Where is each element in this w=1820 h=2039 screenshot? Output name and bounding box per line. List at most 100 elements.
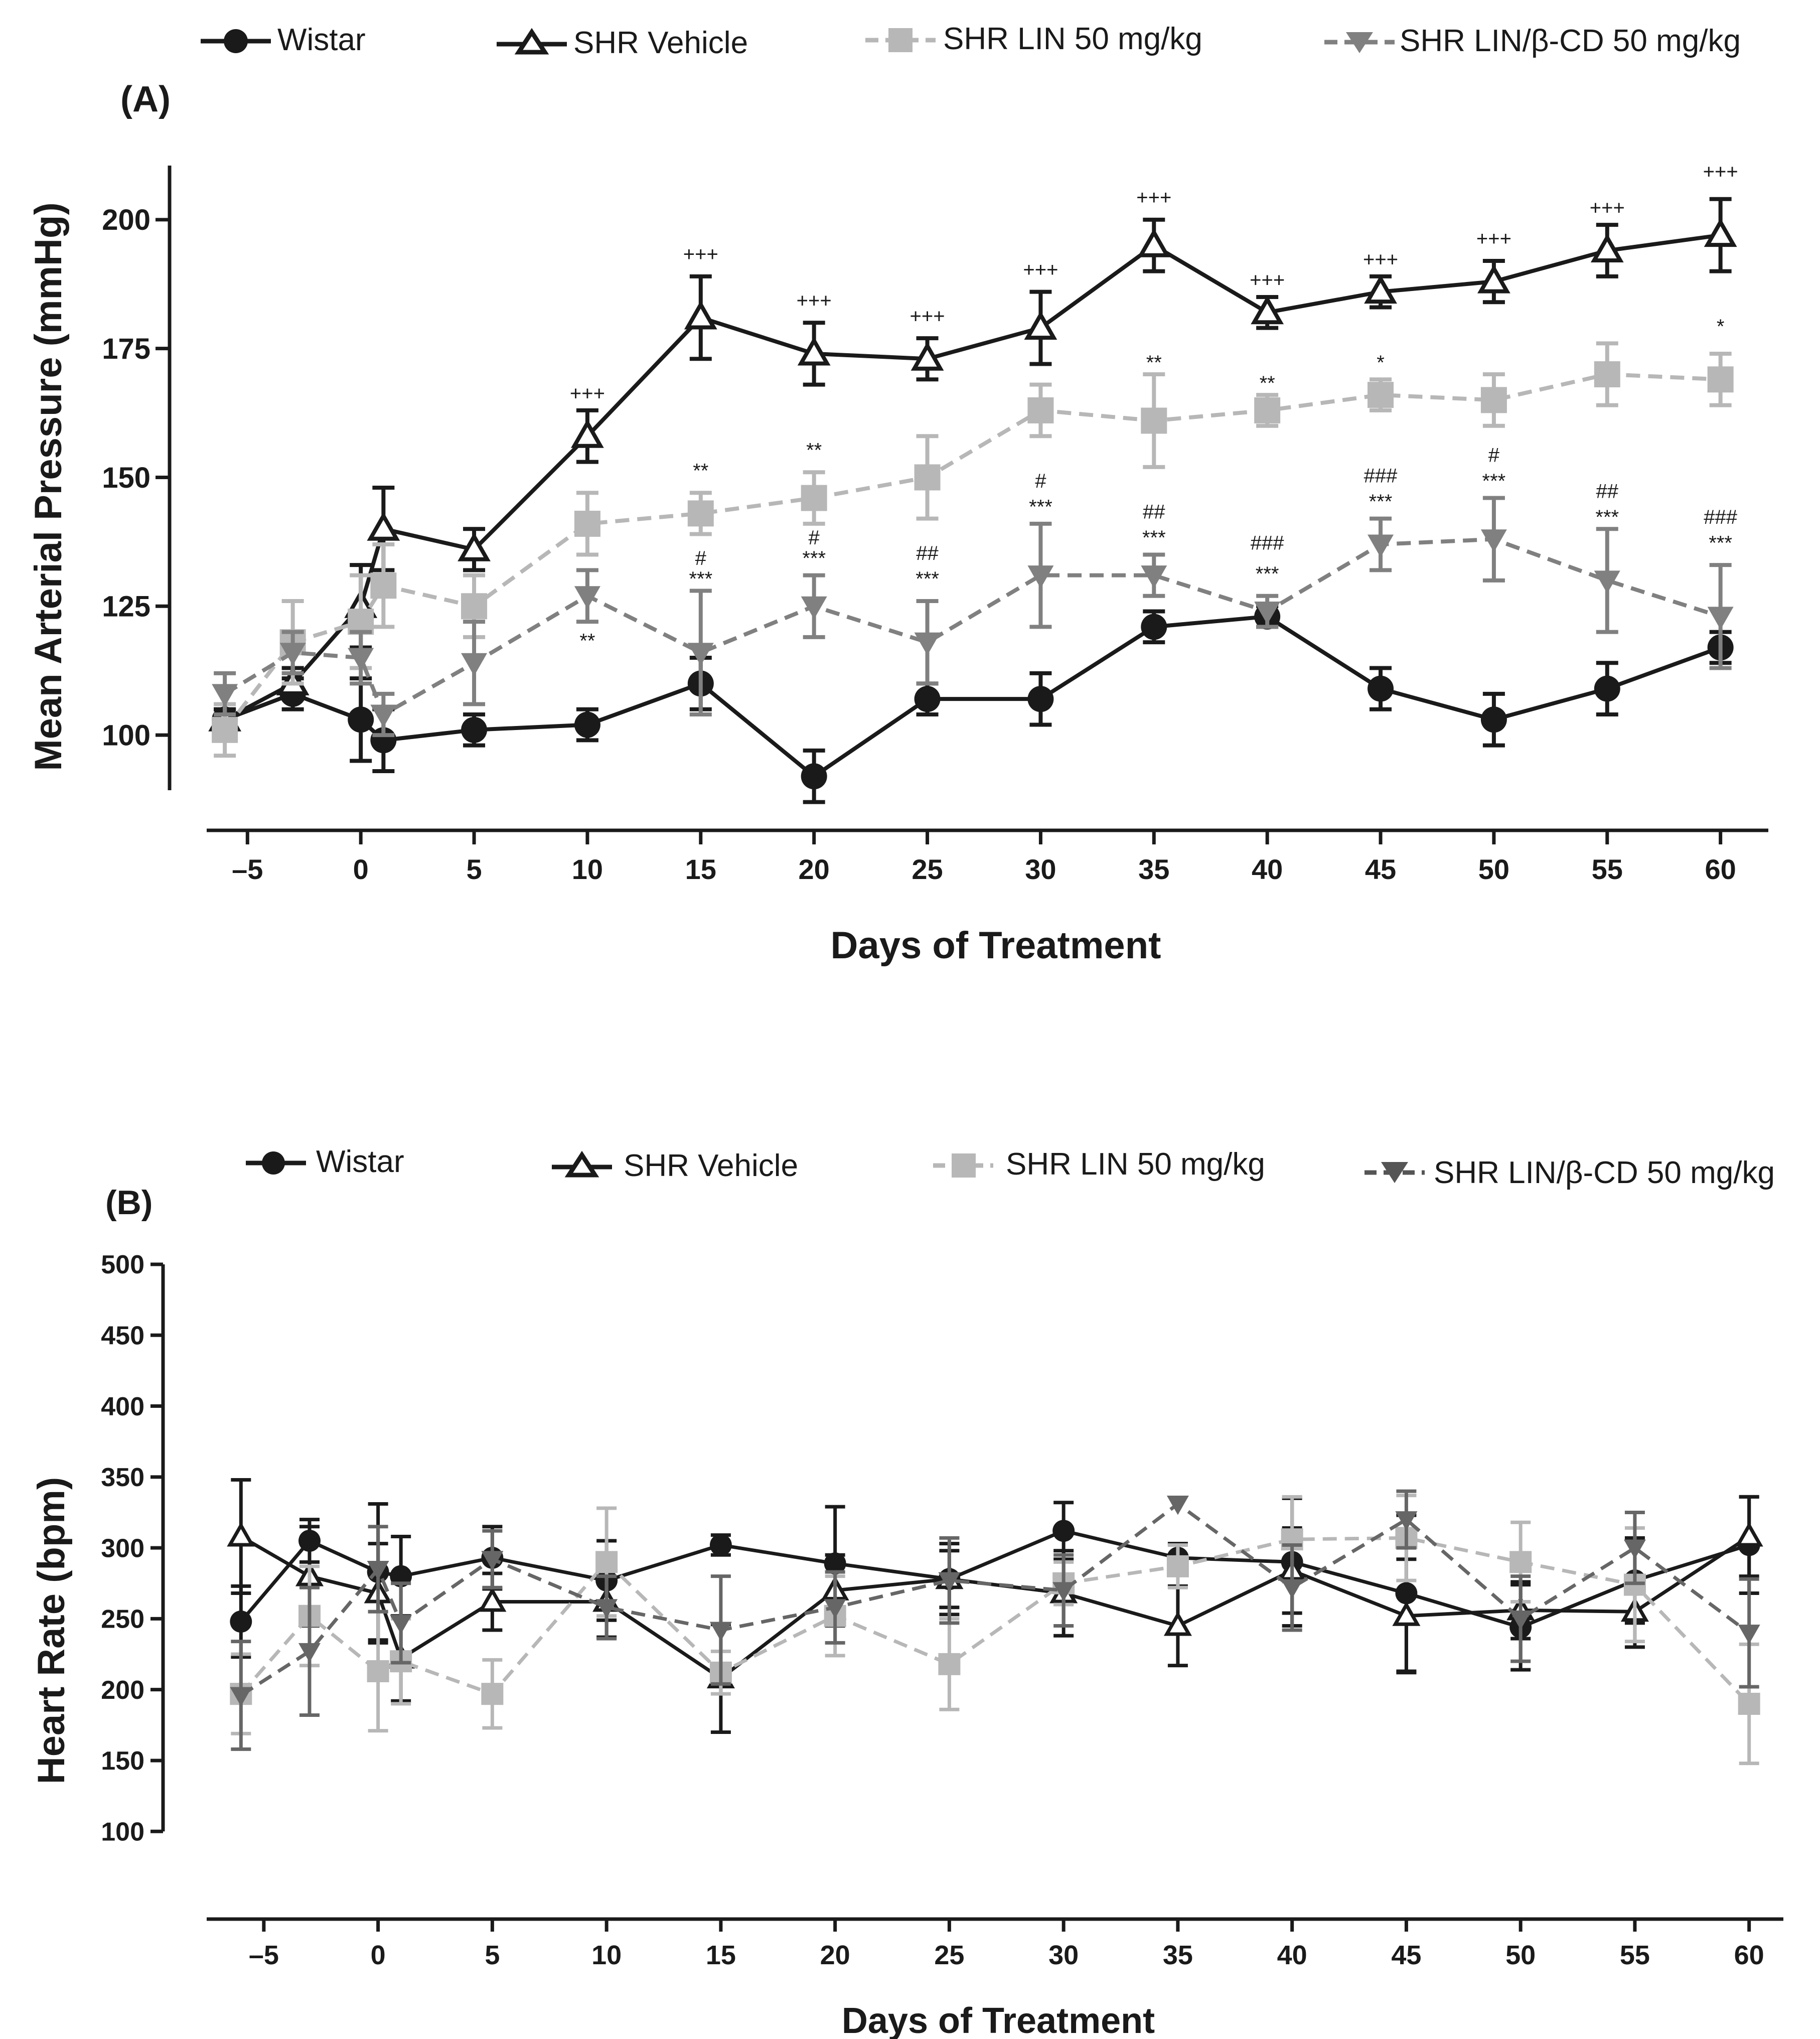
data-point-b-2 — [1738, 1692, 1760, 1715]
significance-annotation: ### — [1704, 506, 1737, 528]
x-tick-label-a: 20 — [799, 853, 830, 885]
data-point-a-3 — [1480, 529, 1507, 552]
y-tick-label-a: 100 — [102, 719, 150, 752]
x-tick-label-a: 30 — [1025, 853, 1056, 885]
significance-annotation: +++ — [1250, 269, 1285, 291]
data-point-a-2 — [1594, 361, 1620, 388]
data-point-a-1 — [1704, 218, 1737, 247]
data-point-b-3 — [1738, 1625, 1760, 1644]
axes-b: 100 150 200 250 300 350 400 450 500 –5 0 5 10 15 20 25 3… — [101, 1250, 1783, 1970]
significance-annotation: +++ — [910, 305, 945, 327]
data-point-a-3 — [687, 643, 714, 666]
y-axis-label-b: Heart Rate (bpm) — [30, 1477, 73, 1784]
data-point-a-2 — [1254, 397, 1281, 423]
x-tick-label-a: 15 — [685, 853, 716, 885]
significance-annotation: ## — [1596, 481, 1619, 503]
data-point-a-2 — [687, 500, 714, 527]
data-point-a-2 — [370, 572, 397, 599]
data-point-a-3 — [801, 596, 827, 620]
x-tick-label-b: 25 — [934, 1940, 964, 1970]
data-point-b-2 — [595, 1551, 618, 1573]
data-point-b-3 — [1623, 1539, 1646, 1559]
significance-annotation: +++ — [1363, 248, 1398, 270]
x-tick-label-a: –5 — [232, 853, 263, 885]
significance-annotation: +++ — [570, 382, 605, 404]
data-point-b-1 — [227, 1522, 255, 1547]
significance-annotation: ** — [1260, 372, 1275, 394]
data-point-a-2 — [1027, 397, 1054, 423]
x-tick-label-a: 50 — [1478, 853, 1509, 885]
x-tick-label-b: 60 — [1734, 1940, 1764, 1970]
series-a-2 — [212, 341, 1734, 758]
significance-annotation: *** — [916, 568, 939, 590]
data-point-b-1 — [1163, 1611, 1192, 1636]
data-point-a-3 — [574, 586, 600, 609]
data-point-b-3 — [1166, 1496, 1189, 1515]
significance-annotation: # — [1488, 445, 1500, 467]
x-tick-label-b: 50 — [1505, 1940, 1536, 1970]
data-point-a-1 — [1137, 228, 1171, 257]
data-point-b-3 — [1395, 1511, 1418, 1531]
legend-a-shr-lin: SHR LIN 50 mg/kg — [865, 22, 1202, 56]
data-point-a-0 — [914, 686, 941, 712]
data-point-a-0 — [1027, 686, 1054, 712]
significance-annotation: +++ — [1590, 197, 1625, 219]
y-tick-label-a: 200 — [102, 204, 150, 236]
series-a-3 — [212, 496, 1734, 738]
x-axis-label-b: Days of Treatment — [842, 2001, 1155, 2039]
significance-annotation: ** — [806, 439, 822, 461]
data-point-b-1 — [1735, 1522, 1763, 1547]
data-point-a-2 — [914, 464, 941, 491]
data-point-a-2 — [1707, 366, 1734, 393]
x-tick-label-a: 45 — [1365, 853, 1396, 885]
significance-annotation: *** — [689, 568, 712, 590]
data-point-a-2 — [1368, 382, 1394, 408]
x-tick-label-b: 15 — [706, 1940, 736, 1970]
data-point-b-2 — [367, 1660, 389, 1682]
legend-a-label-wistar: Wistar — [277, 23, 366, 57]
significance-annotation: ** — [1146, 352, 1162, 374]
x-tick-label-b: 5 — [485, 1940, 500, 1970]
x-tick-label-b: 20 — [820, 1940, 850, 1970]
y-tick-label-a: 175 — [102, 333, 150, 365]
data-point-a-3 — [279, 643, 306, 666]
data-point-a-0 — [461, 716, 488, 743]
significance-annotation: * — [1717, 316, 1725, 338]
x-tick-label-a: 35 — [1138, 853, 1169, 885]
x-tick-label-a: 0 — [353, 853, 369, 885]
data-point-a-3 — [914, 632, 941, 656]
significance-annotation: ** — [693, 460, 708, 482]
y-tick-label-b: 450 — [101, 1321, 144, 1350]
data-point-a-1 — [367, 512, 400, 541]
data-point-b-1 — [1392, 1601, 1421, 1626]
data-point-a-0 — [801, 763, 827, 790]
data-point-a-2 — [1141, 407, 1167, 434]
significance-annotation: *** — [1369, 491, 1393, 513]
legend-a: Wistar SHR Vehicle SHR LIN 50 mg/kg SHR … — [201, 22, 1741, 60]
data-point-a-2 — [461, 593, 488, 620]
legend-b-shr-lin-bcd: SHR LIN/β-CD 50 mg/kg — [1364, 1155, 1775, 1190]
y-tick-label-b: 500 — [101, 1250, 144, 1279]
legend-b-label-wistar: Wistar — [316, 1144, 404, 1179]
series-line-b-3 — [240, 1502, 1750, 1697]
data-point-a-0 — [1141, 614, 1167, 640]
data-point-a-1 — [1024, 311, 1057, 340]
x-tick-label-b: 0 — [371, 1940, 386, 1970]
significance-annotation: ### — [1251, 532, 1284, 554]
data-point-a-3 — [1707, 607, 1734, 630]
legend-a-label-shr-lin-bcd: SHR LIN/β-CD 50 mg/kg — [1400, 24, 1741, 58]
data-point-b-2 — [938, 1653, 961, 1675]
significance-annotation: ** — [579, 630, 595, 652]
data-point-a-2 — [801, 485, 827, 511]
data-point-a-1 — [684, 300, 717, 330]
x-tick-label-b: 40 — [1277, 1940, 1307, 1970]
significance-annotation: +++ — [1136, 187, 1171, 209]
x-tick-label-b: 10 — [591, 1940, 622, 1970]
data-point-b-3 — [230, 1687, 252, 1706]
legend-a-label-shr-lin: SHR LIN 50 mg/kg — [943, 22, 1202, 56]
data-point-a-2 — [1480, 387, 1507, 413]
data-point-b-1 — [478, 1587, 507, 1612]
series-a-1 — [208, 197, 1737, 732]
panel-label-a: (A) — [120, 79, 171, 119]
